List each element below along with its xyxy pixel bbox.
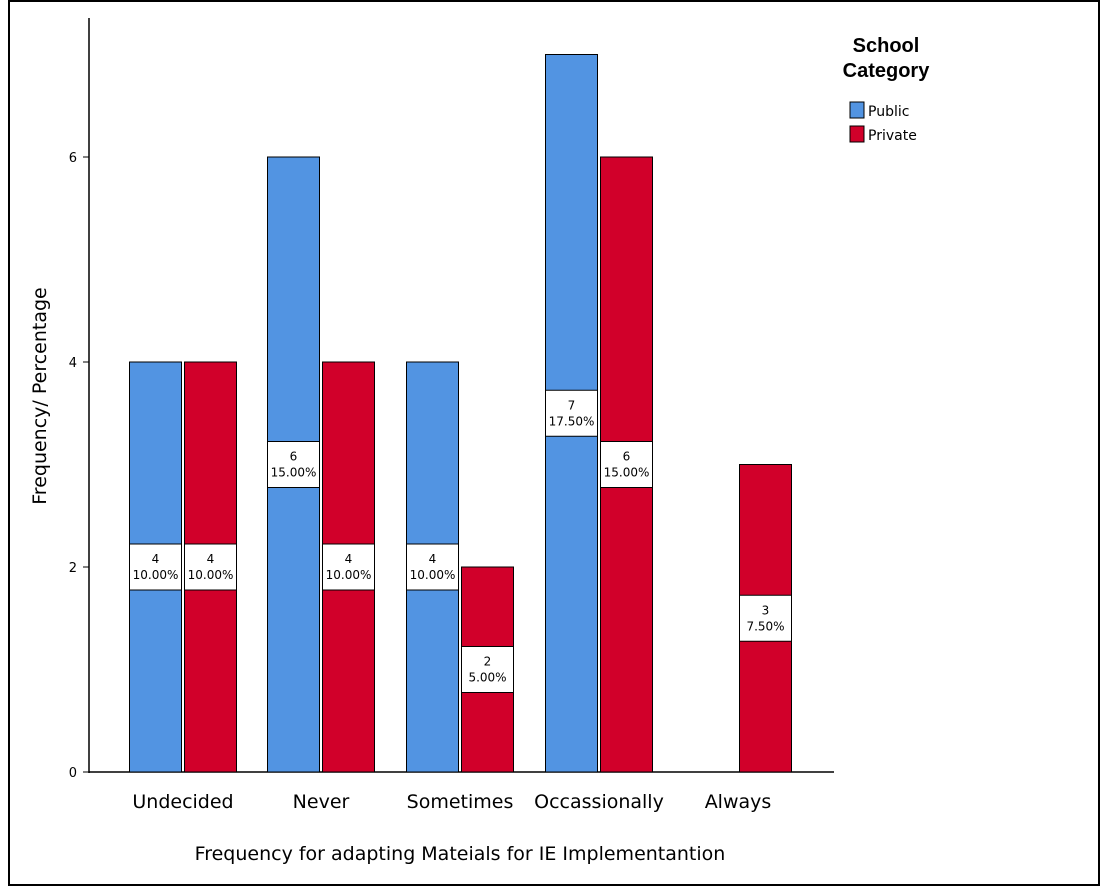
legend-title-line-1: School [853,35,920,57]
data-label: 6 15.00% [600,441,653,488]
legend-label-public: Public [868,104,909,120]
data-label-percent: 10.00% [410,568,456,582]
data-label-box [322,543,375,591]
data-label-percent: 10.00% [326,568,372,582]
data-label-box [600,441,653,488]
data-label-percent: 5.00% [468,671,506,685]
x-tick-label: Occassionally [534,791,664,813]
data-label-count: 4 [429,552,437,566]
data-label-box [461,646,514,693]
y-tick-label: 2 [69,561,77,576]
legend-swatch-private [849,125,865,143]
data-label-percent: 10.00% [133,568,179,582]
y-axis-title: Frequency/ Percentage [29,287,51,504]
data-label-box [129,543,182,591]
y-tick-label: 4 [69,356,77,371]
legend-title-line-2: Category [843,60,931,82]
data-label: 2 5.00% [461,646,514,693]
data-label-count: 4 [152,552,160,566]
data-label-percent: 17.50% [549,414,595,428]
data-labels: 4 10.00% 6 15.00% 4 10.00% 7 17.50% 4 10.00% 4 10.0… [129,389,792,693]
bars [129,54,792,773]
data-label: 4 10.00% [322,543,375,591]
data-label: 4 10.00% [184,543,237,591]
data-label: 6 15.00% [267,441,320,488]
legend: School Category Public Private [843,35,931,144]
x-axis-title: Frequency for adapting Mateials for IE I… [195,843,726,865]
data-label-count: 7 [568,398,576,412]
x-axis: Undecided Never Sometimes Occassionally Alwa… [89,771,834,813]
data-label-percent: 10.00% [188,568,234,582]
data-label-count: 2 [484,655,492,669]
x-tick-label: Undecided [132,791,233,813]
legend-swatch-public [849,101,865,119]
data-label-percent: 7.50% [746,619,784,633]
data-label: 4 10.00% [406,543,459,591]
x-tick-label: Always [705,791,772,813]
legend-label-private: Private [868,128,917,144]
data-label-box [267,441,320,488]
data-label-box [739,594,792,642]
y-tick-label: 0 [69,766,77,781]
y-tick-label: 6 [69,151,77,166]
data-label: 4 10.00% [129,543,182,591]
data-label-percent: 15.00% [271,466,317,480]
data-label-count: 6 [290,450,298,464]
x-tick-label: Sometimes [407,791,514,813]
data-label-box [406,543,459,591]
data-label-box [184,543,237,591]
data-label: 3 7.50% [739,594,792,642]
data-label-count: 3 [762,603,770,617]
data-label-count: 4 [345,552,353,566]
data-label-count: 6 [623,450,631,464]
y-axis: 0 2 4 6 [69,18,90,781]
data-label-percent: 15.00% [604,466,650,480]
data-label-box [545,389,598,437]
data-label: 7 17.50% [545,389,598,437]
x-tick-label: Never [293,791,350,813]
data-label-count: 4 [207,552,215,566]
